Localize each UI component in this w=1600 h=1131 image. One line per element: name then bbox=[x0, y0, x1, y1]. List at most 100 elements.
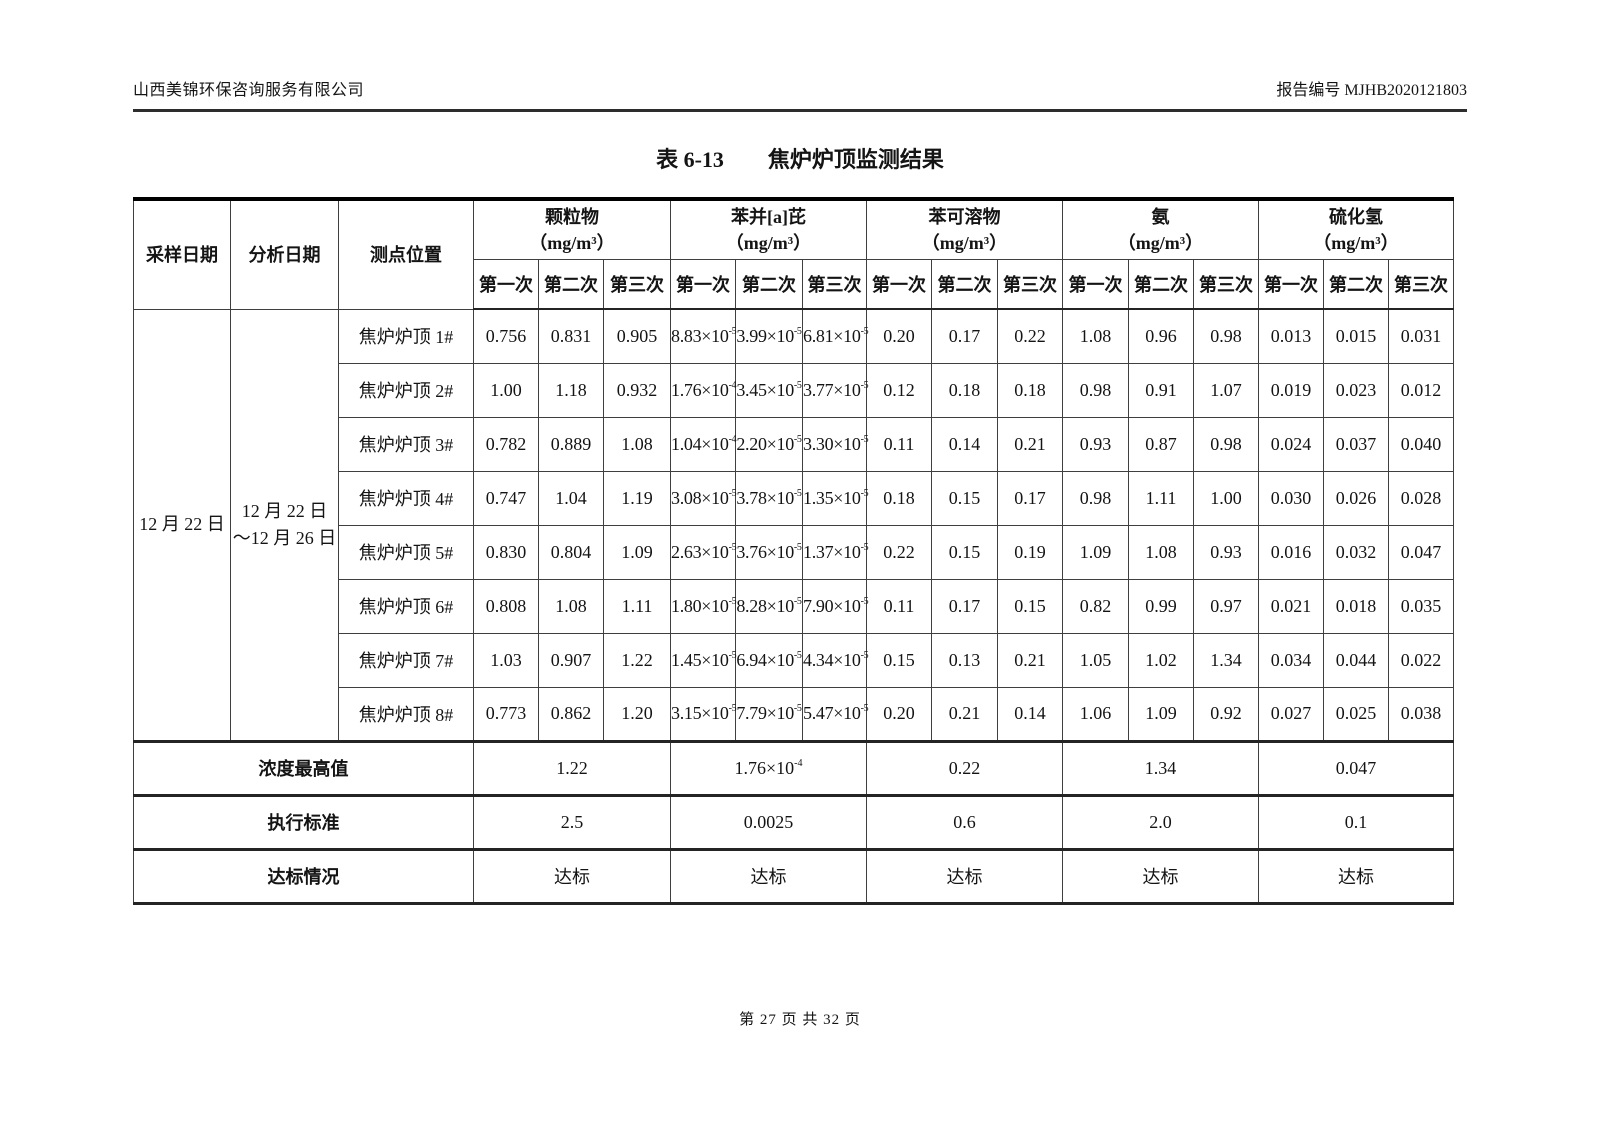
group-header-hydrogen-sulfide: 硫化氢 （mg/m³） bbox=[1258, 198, 1454, 260]
data-row-3: 焦炉炉顶 3# 0.782 0.889 1.08 1.04×10-4 2.20×… bbox=[134, 416, 1454, 472]
h2s-value: 0.013 bbox=[1258, 308, 1324, 364]
trial-header: 第一次 bbox=[670, 258, 736, 310]
analysis-date-line2: ～12 月 26 日 bbox=[232, 527, 337, 548]
standard-pm: 2.5 bbox=[473, 793, 671, 850]
bsm-value: 0.21 bbox=[997, 632, 1063, 688]
bap-value: 3.08×10-5 bbox=[670, 470, 737, 526]
pm-value: 1.11 bbox=[603, 578, 671, 634]
trial-header: 第二次 bbox=[1128, 258, 1194, 310]
max-bap: 1.76×10-4 bbox=[670, 739, 867, 796]
h2s-value: 0.016 bbox=[1258, 524, 1324, 580]
bsm-value: 0.14 bbox=[931, 416, 998, 472]
nh3-value: 0.93 bbox=[1062, 416, 1129, 472]
location-value: 焦炉炉顶 6# bbox=[338, 578, 474, 634]
standard-bsm: 0.6 bbox=[866, 793, 1063, 850]
h2s-value: 0.025 bbox=[1323, 686, 1389, 742]
bap-value: 4.34×10-5 bbox=[802, 632, 869, 688]
table-title-number: 表 6-13 bbox=[656, 147, 724, 172]
data-row-6: 焦炉炉顶 6# 0.808 1.08 1.11 1.80×10-5 8.28×1… bbox=[134, 578, 1454, 634]
pm-value: 0.808 bbox=[473, 578, 539, 634]
trial-header: 第三次 bbox=[802, 258, 867, 310]
bap-value: 3.76×10-5 bbox=[735, 524, 803, 580]
h2s-value: 0.032 bbox=[1323, 524, 1389, 580]
trial-header: 第三次 bbox=[997, 258, 1063, 310]
pm-value: 1.04 bbox=[538, 470, 604, 526]
location-value: 焦炉炉顶 7# bbox=[338, 632, 474, 688]
bap-value: 1.04×10-4 bbox=[670, 416, 737, 472]
pm-value: 0.905 bbox=[603, 308, 671, 364]
h2s-value: 0.034 bbox=[1258, 632, 1324, 688]
col-header-analysis-date: 分析日期 bbox=[230, 198, 339, 310]
h2s-value: 0.038 bbox=[1388, 686, 1454, 742]
trial-header: 第一次 bbox=[1258, 258, 1324, 310]
bsm-value: 0.15 bbox=[931, 524, 998, 580]
h2s-value: 0.028 bbox=[1388, 470, 1454, 526]
monitoring-results-table: 采样日期 分析日期 测点位置 颗粒物 （mg/m³） 苯并[a]芘 （mg/m³… bbox=[133, 197, 1454, 905]
group-unit: （mg/m³） bbox=[1313, 232, 1399, 253]
group-header-benzo-a-pyrene: 苯并[a]芘 （mg/m³） bbox=[670, 198, 867, 260]
group-unit: （mg/m³） bbox=[725, 232, 812, 253]
header-row-groups: 采样日期 分析日期 测点位置 颗粒物 （mg/m³） 苯并[a]芘 （mg/m³… bbox=[133, 198, 1454, 310]
bsm-value: 0.20 bbox=[866, 686, 932, 742]
trial-header: 第一次 bbox=[866, 258, 932, 310]
compliance-nh3: 达标 bbox=[1062, 847, 1259, 904]
trial-header: 第三次 bbox=[1388, 258, 1454, 310]
trial-header: 第一次 bbox=[473, 258, 539, 310]
group-name: 苯可溶物 bbox=[928, 206, 1001, 227]
location-value: 焦炉炉顶 8# bbox=[338, 686, 474, 742]
pm-value: 0.862 bbox=[538, 686, 604, 742]
nh3-value: 0.92 bbox=[1193, 686, 1259, 742]
pm-value: 1.18 bbox=[538, 362, 604, 418]
bap-value: 3.45×10-5 bbox=[735, 362, 803, 418]
standard-bap: 0.0025 bbox=[670, 793, 867, 850]
h2s-value: 0.044 bbox=[1323, 632, 1389, 688]
nh3-value: 1.09 bbox=[1128, 686, 1194, 742]
nh3-value: 1.09 bbox=[1062, 524, 1129, 580]
h2s-value: 0.023 bbox=[1323, 362, 1389, 418]
bap-value: 5.47×10-5 bbox=[802, 686, 869, 742]
company-name: 山西美锦环保咨询服务有限公司 bbox=[133, 82, 365, 99]
standard-h2s: 0.1 bbox=[1258, 793, 1454, 850]
trial-header: 第二次 bbox=[1323, 258, 1389, 310]
pm-value: 1.08 bbox=[603, 416, 671, 472]
trial-header: 第一次 bbox=[1062, 258, 1129, 310]
sample-date-value: 12 月 22 日 bbox=[133, 308, 231, 742]
summary-row-max: 浓度最高值 1.22 1.76×10-4 0.22 1.34 0.047 bbox=[133, 739, 1454, 796]
nh3-value: 0.99 bbox=[1128, 578, 1194, 634]
pm-value: 0.889 bbox=[538, 416, 604, 472]
trial-header: 第二次 bbox=[538, 258, 604, 310]
h2s-value: 0.018 bbox=[1323, 578, 1389, 634]
h2s-value: 0.024 bbox=[1258, 416, 1324, 472]
bsm-value: 0.13 bbox=[931, 632, 998, 688]
location-value: 焦炉炉顶 2# bbox=[338, 362, 474, 418]
h2s-value: 0.026 bbox=[1323, 470, 1389, 526]
data-row-2: 焦炉炉顶 2# 1.00 1.18 0.932 1.76×10-4 3.45×1… bbox=[134, 362, 1454, 418]
col-header-sample-date: 采样日期 bbox=[133, 198, 231, 310]
nh3-value: 1.06 bbox=[1062, 686, 1129, 742]
bsm-value: 0.12 bbox=[866, 362, 932, 418]
nh3-value: 0.98 bbox=[1193, 308, 1259, 364]
bap-value: 7.79×10-5 bbox=[735, 686, 803, 742]
bsm-value: 0.11 bbox=[866, 578, 932, 634]
page-number: 第 27 页 共 32 页 bbox=[739, 1012, 861, 1028]
header-row-trials: 第一次 第二次 第三次 第一次 第二次 第三次 第一次 第二次 第三次 第一次 … bbox=[134, 258, 1454, 310]
h2s-value: 0.022 bbox=[1388, 632, 1454, 688]
pm-value: 1.22 bbox=[603, 632, 671, 688]
h2s-value: 0.019 bbox=[1258, 362, 1324, 418]
bsm-value: 0.17 bbox=[931, 578, 998, 634]
pm-value: 1.09 bbox=[603, 524, 671, 580]
max-h2s: 0.047 bbox=[1258, 739, 1454, 796]
nh3-value: 1.07 bbox=[1193, 362, 1259, 418]
group-header-benzene-soluble: 苯可溶物 （mg/m³） bbox=[866, 198, 1063, 260]
pm-value: 1.00 bbox=[473, 362, 539, 418]
table-title-text: 焦炉炉顶监测结果 bbox=[767, 147, 944, 172]
pm-value: 0.747 bbox=[473, 470, 539, 526]
compliance-bsm: 达标 bbox=[866, 847, 1063, 904]
bsm-value: 0.20 bbox=[866, 308, 932, 364]
bap-value: 1.35×10-5 bbox=[802, 470, 869, 526]
nh3-value: 1.05 bbox=[1062, 632, 1129, 688]
group-unit: （mg/m³） bbox=[529, 232, 615, 253]
pm-value: 0.932 bbox=[603, 362, 671, 418]
trial-header: 第二次 bbox=[931, 258, 998, 310]
